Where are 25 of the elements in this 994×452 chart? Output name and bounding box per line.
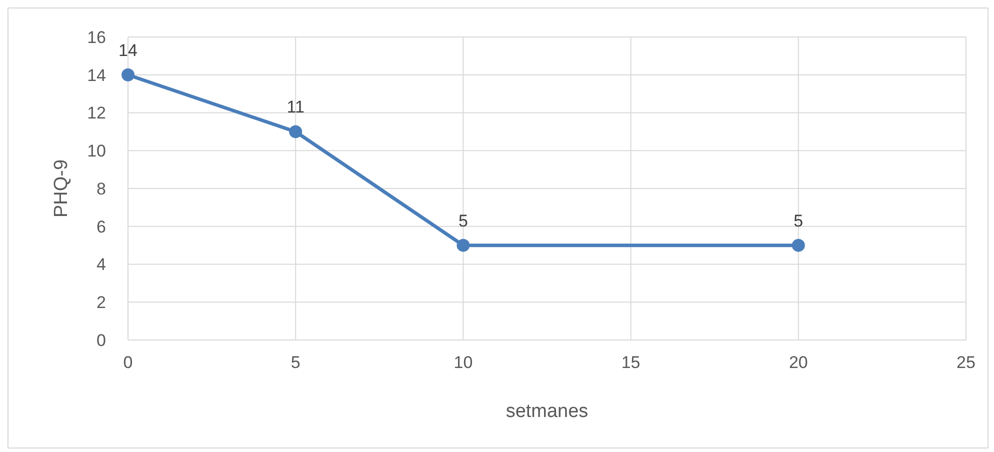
x-tick-label: 10 bbox=[454, 353, 473, 372]
x-tick-label: 5 bbox=[290, 353, 300, 372]
x-tick-label: 25 bbox=[956, 353, 976, 372]
point bbox=[289, 125, 302, 138]
data-label: 5 bbox=[794, 211, 804, 230]
data-label: 14 bbox=[118, 40, 138, 60]
point bbox=[792, 238, 805, 252]
y-tick-label: 10 bbox=[87, 142, 106, 161]
data-label: 5 bbox=[458, 211, 468, 230]
x-tick-label: 0 bbox=[123, 353, 133, 372]
y-tick-label: 12 bbox=[87, 104, 106, 123]
y-tick-label: 16 bbox=[87, 28, 106, 47]
x-tick-label: 20 bbox=[788, 353, 808, 372]
y-tick-label: 2 bbox=[96, 293, 106, 312]
y-tick-label: 6 bbox=[96, 217, 106, 236]
x-tick-label: 15 bbox=[621, 353, 640, 372]
y-tick-label: 0 bbox=[96, 330, 106, 350]
y-tick-label: 14 bbox=[87, 66, 106, 85]
point bbox=[122, 68, 134, 82]
data-label: 11 bbox=[286, 98, 304, 117]
y-axis-title: PHQ-9 bbox=[51, 159, 72, 218]
y-tick-label: 4 bbox=[96, 255, 106, 274]
x-axis-title: setmanes bbox=[506, 401, 588, 422]
y-tick-label: 8 bbox=[96, 179, 106, 198]
point bbox=[456, 238, 470, 252]
